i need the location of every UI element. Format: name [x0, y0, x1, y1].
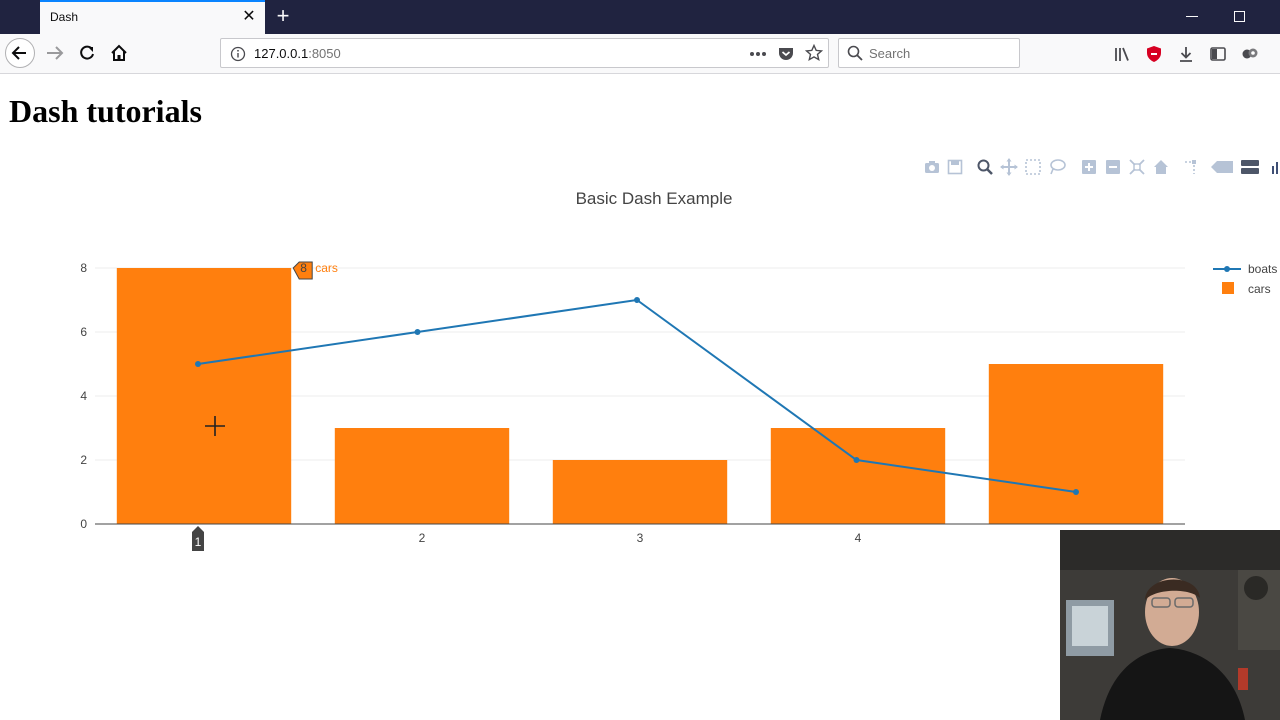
x-tick-label: 2	[419, 531, 426, 545]
reset-axes-icon[interactable]	[1152, 158, 1170, 176]
maximize-window-button[interactable]	[1234, 11, 1245, 22]
hover-series-name: cars	[315, 261, 338, 275]
line-point	[853, 457, 860, 463]
legend-marker	[1224, 266, 1230, 272]
url-port: :8050	[308, 46, 341, 61]
y-tick-label: 6	[80, 325, 87, 339]
zoom-icon[interactable]	[976, 158, 994, 176]
y-tick-label: 4	[80, 389, 87, 403]
legend-item-boats[interactable]: boats	[1213, 262, 1277, 276]
legend-label-cars: cars	[1248, 282, 1271, 296]
y-tick-label: 8	[80, 261, 87, 275]
back-arrow-icon	[11, 46, 26, 60]
webcam-image	[1060, 530, 1280, 720]
line-point	[195, 361, 201, 367]
url-host: 127.0.0.1	[254, 46, 309, 61]
pocket-icon[interactable]	[777, 45, 795, 63]
reload-icon	[80, 45, 94, 60]
minimize-window-button[interactable]	[1186, 16, 1198, 17]
legend-item-cars[interactable]: cars	[1222, 282, 1271, 296]
home-icon	[111, 44, 127, 61]
line-point	[634, 297, 640, 303]
hover-value: 8	[300, 261, 307, 275]
close-tab-icon[interactable]: ✕	[242, 8, 256, 25]
lasso-select-icon[interactable]	[1048, 158, 1066, 176]
legend-label-boats: boats	[1248, 262, 1277, 276]
forward-arrow-icon	[47, 46, 64, 60]
nav-bar: 127.0.0.1:8050	[0, 34, 1280, 74]
tab-title: Dash	[50, 10, 79, 24]
download-icon[interactable]	[1177, 45, 1195, 63]
camera-icon[interactable]	[923, 158, 941, 176]
hover-label-box	[292, 261, 313, 280]
pan-icon[interactable]	[1000, 158, 1018, 176]
hover-x-label: 1	[192, 526, 204, 551]
page-title: Dash tutorials	[9, 93, 202, 129]
tab-dash[interactable]: Dash ✕	[40, 0, 265, 34]
x-tick-label: 3	[637, 531, 644, 545]
hover-compare-icon[interactable]	[1240, 158, 1260, 176]
bookmark-star-icon[interactable]	[805, 44, 823, 62]
bar	[334, 428, 510, 524]
line-series-boats	[195, 297, 1079, 495]
forward-button[interactable]	[40, 38, 70, 68]
x-tick-label: 4	[855, 531, 862, 545]
box-select-icon[interactable]	[1024, 158, 1042, 176]
legend: boats cars	[1213, 262, 1277, 296]
spike-lines-icon[interactable]	[1182, 158, 1200, 176]
url-text: 127.0.0.1:8050	[254, 46, 341, 61]
extension-icon[interactable]	[1241, 45, 1259, 63]
y-axis-ticks: 0 2 4 6 8	[80, 261, 87, 531]
bar	[116, 268, 292, 524]
bar	[988, 364, 1164, 524]
y-tick-label: 0	[80, 517, 87, 531]
reload-button[interactable]	[72, 38, 102, 68]
plotly-logo-icon[interactable]	[1270, 158, 1280, 176]
line-point	[1073, 489, 1079, 495]
crosshair-cursor-icon	[205, 416, 225, 436]
info-icon[interactable]	[230, 46, 246, 62]
search-icon	[847, 45, 863, 61]
shield-icon[interactable]	[1145, 45, 1163, 63]
save-icon[interactable]	[946, 158, 964, 176]
sidebar-icon[interactable]	[1209, 45, 1227, 63]
back-button[interactable]	[5, 38, 35, 68]
library-icon[interactable]	[1113, 45, 1131, 63]
new-tab-button[interactable]: +	[276, 3, 290, 28]
chart-title: Basic Dash Example	[576, 189, 733, 208]
y-tick-label: 2	[80, 453, 87, 467]
autoscale-icon[interactable]	[1128, 158, 1146, 176]
zoom-out-icon[interactable]	[1104, 158, 1122, 176]
search-bar[interactable]	[838, 38, 1020, 68]
bars-series-cars	[116, 268, 1164, 524]
url-bar[interactable]: 127.0.0.1:8050	[220, 38, 829, 68]
bar	[770, 428, 946, 524]
page-actions-icon[interactable]	[749, 46, 767, 62]
hover-closest-icon[interactable]	[1210, 158, 1234, 176]
legend-bar-swatch	[1222, 282, 1234, 294]
hover-x-value: 1	[195, 535, 202, 549]
hover-x-label-box	[192, 526, 204, 551]
x-axis-ticks: 2 3 4	[419, 531, 862, 545]
home-button[interactable]	[104, 38, 134, 68]
webcam-overlay	[1060, 530, 1280, 720]
hover-label: 8 cars	[292, 261, 338, 280]
line-point	[414, 329, 421, 335]
zoom-in-icon[interactable]	[1080, 158, 1098, 176]
tab-bar: Dash ✕ +	[0, 0, 1280, 34]
search-input[interactable]	[869, 45, 1009, 61]
bar	[552, 460, 728, 524]
